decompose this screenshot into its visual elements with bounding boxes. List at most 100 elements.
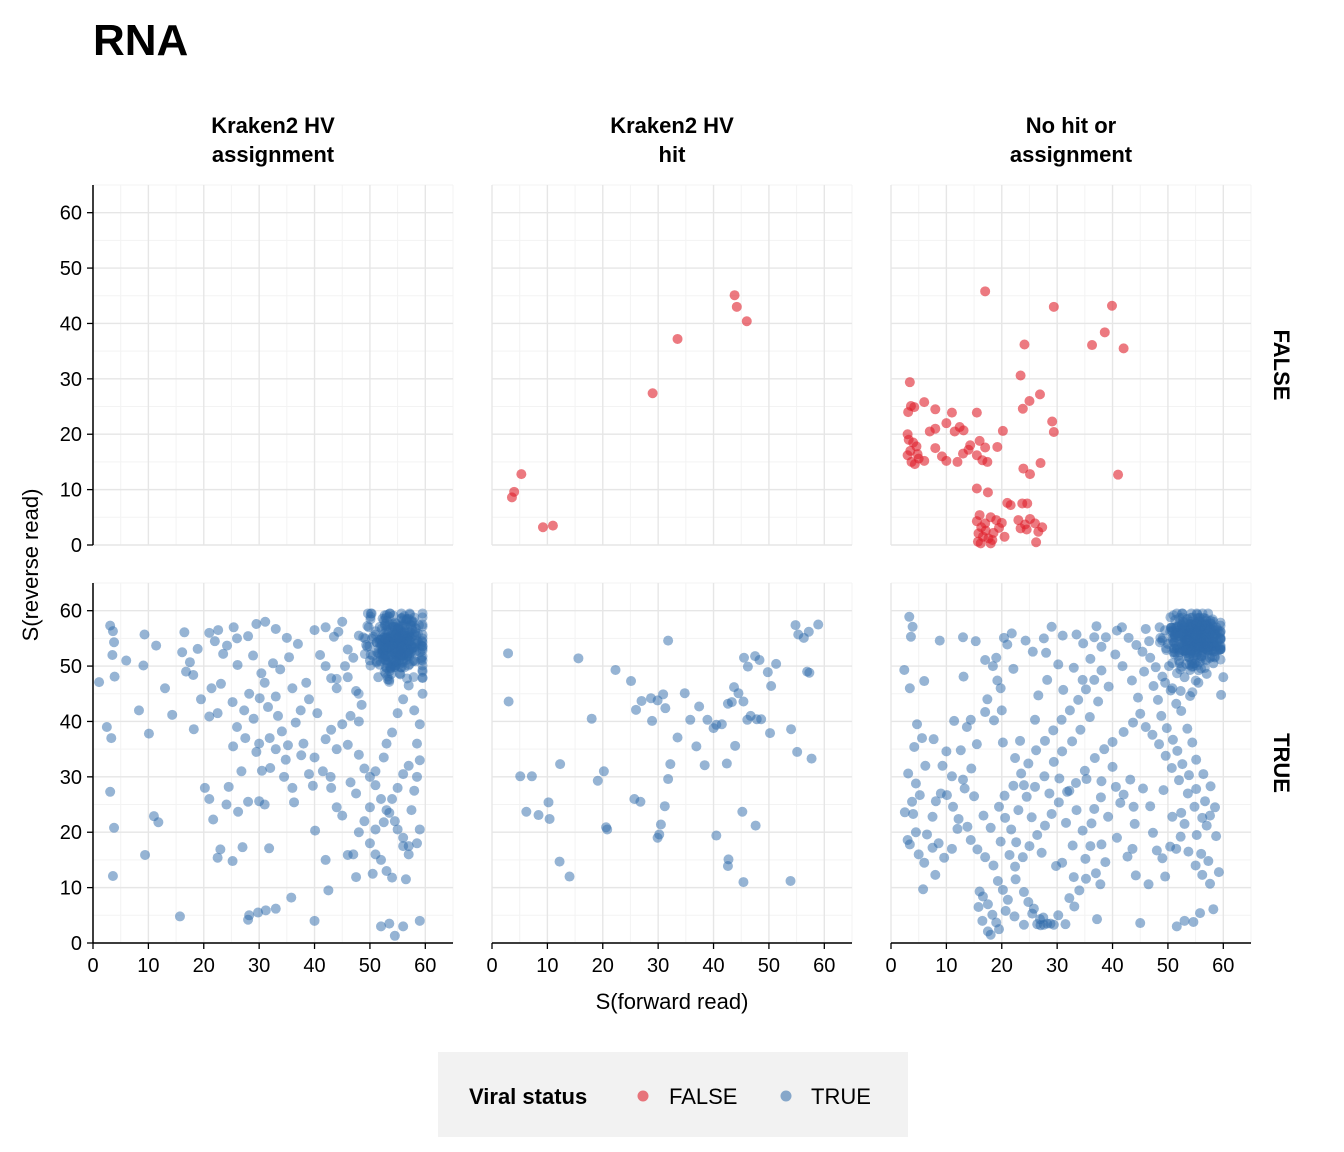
data-point — [413, 620, 424, 631]
data-point — [1202, 641, 1213, 652]
data-point — [555, 759, 566, 770]
data-point — [1183, 634, 1194, 645]
data-point — [184, 657, 195, 668]
data-point — [107, 626, 118, 637]
data-point — [1199, 642, 1210, 653]
data-point — [398, 635, 409, 646]
data-point — [1174, 612, 1185, 623]
data-point — [1169, 630, 1180, 641]
data-point — [237, 842, 248, 853]
data-point — [1131, 640, 1142, 651]
data-point — [390, 645, 401, 656]
data-point — [1196, 848, 1207, 859]
data-point — [663, 635, 674, 646]
data-point — [1118, 343, 1129, 354]
data-point — [403, 660, 414, 671]
data-point — [374, 621, 385, 632]
data-point — [786, 724, 797, 735]
x-tick-label: 10 — [536, 955, 558, 977]
data-point — [388, 655, 399, 666]
data-point — [392, 634, 403, 645]
data-point — [251, 618, 262, 629]
data-point — [380, 655, 391, 666]
data-point — [730, 740, 741, 751]
data-point — [1192, 642, 1203, 653]
data-point — [1200, 628, 1211, 639]
data-point — [309, 625, 320, 636]
data-point — [411, 630, 422, 641]
data-point — [792, 746, 803, 757]
data-point — [726, 697, 737, 708]
data-point — [396, 613, 407, 624]
data-point — [1185, 619, 1196, 630]
data-point — [949, 715, 960, 726]
data-point — [1190, 625, 1201, 636]
data-point — [401, 630, 412, 641]
data-point — [1162, 638, 1173, 649]
data-point — [1181, 645, 1192, 656]
data-point — [1192, 619, 1203, 630]
data-point — [222, 640, 233, 651]
data-point — [1211, 636, 1222, 647]
data-point — [403, 613, 414, 624]
data-point — [1000, 812, 1011, 823]
data-point — [554, 856, 565, 867]
data-point — [1187, 620, 1198, 631]
data-point — [1176, 807, 1187, 818]
data-point — [1188, 651, 1199, 662]
data-point — [1041, 647, 1052, 658]
data-point — [975, 538, 986, 549]
data-point — [407, 642, 418, 653]
data-point — [396, 642, 407, 653]
data-point — [1190, 675, 1201, 686]
data-point — [1196, 651, 1207, 662]
data-point — [414, 915, 425, 926]
x-tick-label: 40 — [1101, 955, 1123, 977]
data-point — [1207, 637, 1218, 648]
data-point — [379, 643, 390, 654]
data-point — [407, 620, 418, 631]
x-tick-label: 30 — [1046, 955, 1068, 977]
data-point — [396, 639, 407, 650]
data-point — [393, 625, 404, 636]
data-point — [1170, 614, 1181, 625]
data-point — [934, 635, 945, 646]
data-point — [1079, 765, 1090, 776]
data-point — [379, 636, 390, 647]
data-point — [1046, 621, 1057, 632]
data-point — [1174, 624, 1185, 635]
data-point — [1171, 698, 1182, 709]
data-point — [326, 673, 337, 684]
column-facet-label: Kraken2 HV assignment — [211, 113, 335, 167]
data-point — [385, 608, 396, 619]
data-point — [1196, 663, 1207, 674]
data-point — [391, 637, 402, 648]
data-point — [387, 643, 398, 654]
data-point — [1006, 824, 1017, 835]
data-point — [1038, 633, 1049, 644]
data-point — [672, 732, 683, 743]
data-point — [399, 626, 410, 637]
data-point — [1152, 694, 1163, 705]
data-point — [1165, 626, 1176, 637]
data-point — [384, 634, 395, 645]
data-point — [1193, 642, 1204, 653]
data-point — [1177, 608, 1188, 619]
data-point — [410, 627, 421, 638]
data-point — [1145, 801, 1156, 812]
data-point — [377, 637, 388, 648]
data-point — [1209, 651, 1220, 662]
data-point — [544, 813, 555, 824]
data-point — [1070, 777, 1081, 788]
data-point — [212, 708, 223, 719]
data-point — [1157, 633, 1168, 644]
data-point — [401, 640, 412, 651]
data-point — [1191, 630, 1202, 641]
data-point — [400, 633, 411, 644]
data-point — [1030, 714, 1040, 725]
data-point — [958, 774, 968, 785]
data-point — [383, 640, 394, 651]
data-point — [345, 710, 356, 721]
data-point — [1203, 638, 1214, 649]
data-point — [256, 765, 267, 776]
